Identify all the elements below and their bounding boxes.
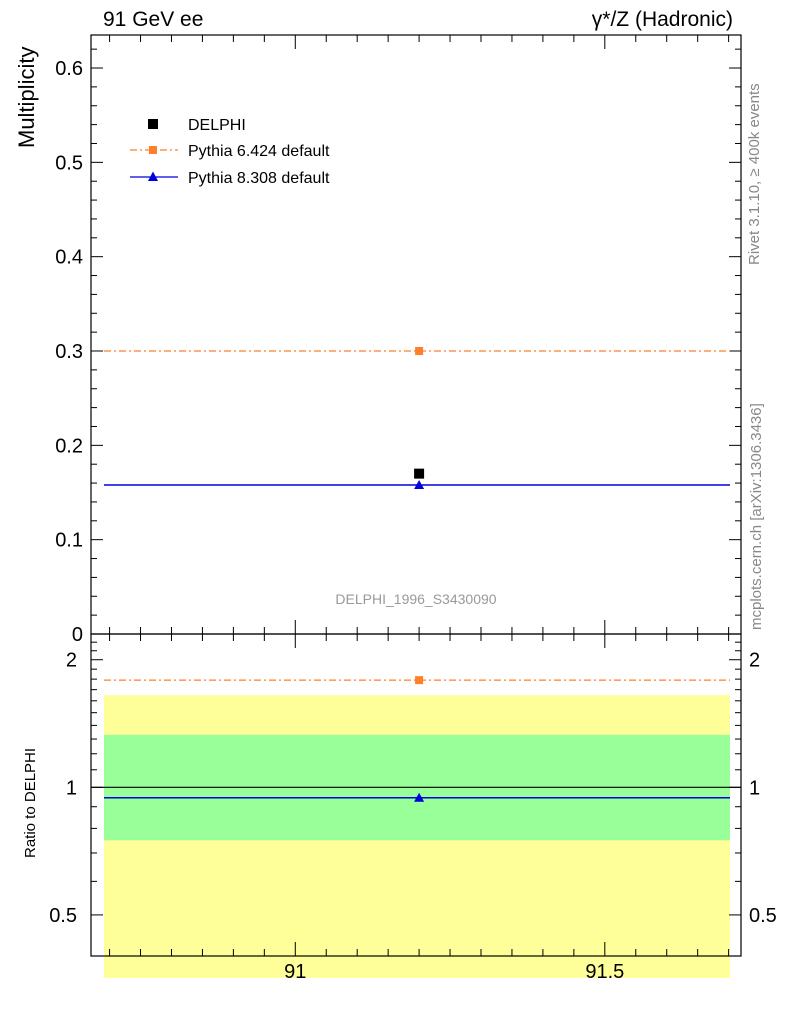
legend-pythia6-label: Pythia 6.424 default xyxy=(188,143,330,160)
pythia8-ratio-point xyxy=(414,792,425,802)
main-ytick-label: 0.2 xyxy=(55,435,83,457)
ratio-ytick-label-right: 2 xyxy=(749,650,760,672)
legend-pythia8-label: Pythia 8.308 default xyxy=(188,170,330,187)
ratio-ytick-label-left: 2 xyxy=(66,650,77,672)
data-marks xyxy=(104,347,730,802)
legend-pythia8-marker xyxy=(148,171,158,181)
legend-delphi-label: DELPHI xyxy=(188,117,246,134)
ratio-xtick-label: 91.5 xyxy=(585,961,624,983)
header-left: 91 GeV ee xyxy=(103,8,204,31)
rivet-label: Rivet 3.1.10, ≥ 400k events xyxy=(746,83,763,265)
ratio-y-axis-label: Ratio to DELPHI xyxy=(22,747,39,858)
main-ytick-label: 0.3 xyxy=(55,341,83,363)
ratio-ytick-label-right: 1 xyxy=(749,777,760,799)
ratio-plot-frame xyxy=(90,633,742,957)
main-ytick-label: 0.5 xyxy=(55,152,83,174)
ratio-ytick-label-right: 0.5 xyxy=(749,905,777,927)
legend-pythia6-marker xyxy=(149,146,157,154)
legend-delphi-marker xyxy=(148,119,158,129)
mcplots-label: mcplots.cern.ch [arXiv:1306.3436] xyxy=(748,403,765,630)
axis-ticks xyxy=(91,35,741,957)
legend: DELPHI Pythia 6.424 default Pythia 8.308… xyxy=(130,117,330,187)
pythia6-ratio-point xyxy=(415,676,424,685)
pythia8-point xyxy=(414,479,425,489)
main-ytick-label: 0.1 xyxy=(55,530,83,552)
ratio-xtick-label: 91 xyxy=(284,961,306,983)
header-right: γ*/Z (Hadronic) xyxy=(591,8,733,31)
pythia6-point xyxy=(415,347,424,356)
ratio-ytick-label-left: 0.5 xyxy=(49,905,77,927)
ratio-uncertainty-bands xyxy=(91,695,741,978)
main-y-axis-label: Multiplicity xyxy=(14,46,39,148)
ratio-ytick-label-left: 1 xyxy=(66,777,77,799)
axis-tick-labels: 0 0.1 0.2 0.3 0.4 0.5 0.6 91 91.5 0.5 0.5 1 1 2 2 xyxy=(49,58,777,983)
delphi-point xyxy=(414,468,425,479)
analysis-label: DELPHI_1996_S3430090 xyxy=(335,591,496,607)
main-ytick-label: 0.6 xyxy=(55,58,83,80)
main-ytick-label: 0 xyxy=(72,624,83,646)
main-ytick-label: 0.4 xyxy=(55,247,83,269)
